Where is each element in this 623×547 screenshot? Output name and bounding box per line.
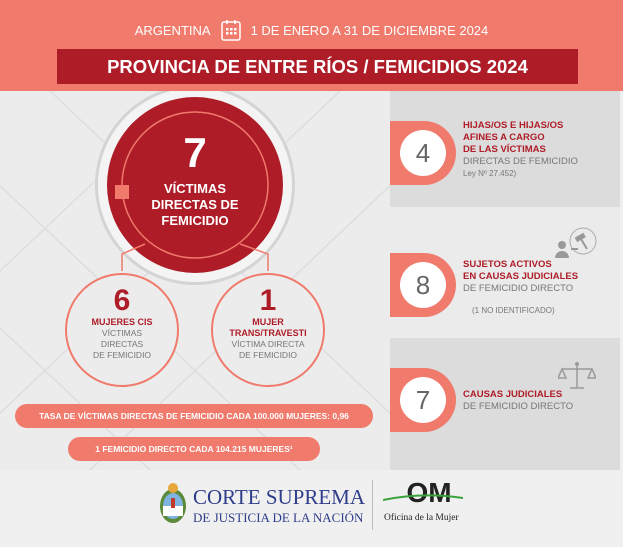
accused-desc: DE FEMICIDIO DIRECTO [463,283,574,294]
total-victims: 7 VÍCTIMAS DIRECTAS DE FEMICIDIO [107,131,283,229]
accused-section: 8 SUJETOS ACTIVOS EN CAUSAS JUDICIALES D… [390,207,620,338]
children-desc: DIRECTAS DE FEMICIDIO [463,156,578,167]
cis-desc: DE FEMICIDIO [92,350,152,360]
org-subname: DE JUSTICIA DE LA NACIÓN [193,510,364,525]
total-value: 7 [183,129,207,176]
cases-desc: DE FEMICIDIO DIRECTO [463,401,574,412]
trans-label: TRANS/TRAVESTI [229,328,307,338]
cases-badge: 7 [390,368,456,432]
cases-section: 7 CAUSAS JUDICIALES DE FEMICIDIO DIRECTO [390,338,620,470]
judge-gavel-icon [555,227,597,258]
country: ARGENTINA [134,22,211,38]
rate-pill: TASA DE VÍCTIMAS DIRECTAS DE FEMICIDIO C… [15,404,373,428]
children-label: HIJAS/OS E HIJAS/OS [463,120,564,131]
trans-value: 1 [259,284,277,317]
calendar-icon [220,20,241,41]
accent-square [115,185,129,199]
total-label: VÍCTIMAS DIRECTAS DE FEMICIDIO [151,181,239,228]
argentina-coat-of-arms-logo [160,483,186,523]
children-law: Ley Nº 27.452) [463,169,517,178]
trans-circle: 1 MUJER TRANS/TRAVESTI VÍCTIMA DIRECTA D… [211,273,325,387]
children-value: 4 [400,130,446,176]
accused-badge: 8 [390,253,456,317]
om-logo: OM [406,477,452,508]
cases-value: 7 [400,377,446,423]
trans-desc: VÍCTIMA DIRECTA [231,339,305,349]
cis-desc: VÍCTIMAS [101,328,143,338]
children-label: DE LAS VÍCTIMAS [463,144,546,155]
trans-desc: DE FEMICIDIO [238,350,298,360]
ratio-pill: 1 FEMICIDIO DIRECTO CADA 104.215 MUJERES… [68,437,320,461]
main-panel: 7 VÍCTIMAS DIRECTAS DE FEMICIDIO 6 MUJER… [0,91,390,470]
cis-desc: DIRECTAS [100,339,144,349]
header-subtitle: ARGENTINA 1 DE ENERO A 31 DE DICIEMBRE 2… [0,19,623,41]
children-section: 4 HIJAS/OS E HIJAS/OS AFINES A CARGO DE … [390,91,620,207]
org-name: CORTE SUPREMA [193,485,366,509]
page-title: PROVINCIA DE ENTRE RÍOS / FEMICIDIOS 202… [57,49,578,84]
cis-label: MUJERES CIS [91,317,153,327]
side-panel: 4 HIJAS/OS E HIJAS/OS AFINES A CARGO DE … [390,91,620,470]
accused-label: SUJETOS ACTIVOS [463,259,552,270]
children-badge: 4 [390,121,456,185]
trans-label: MUJER [252,317,284,327]
accused-label: EN CAUSAS JUDICIALES [463,271,579,282]
accused-value: 8 [400,262,446,308]
cis-circle: 6 MUJERES CIS VÍCTIMAS DIRECTAS DE FEMIC… [65,273,179,387]
period: 1 DE ENERO A 31 DE DICIEMBRE 2024 [250,22,489,38]
scales-icon [558,362,596,389]
children-label: AFINES A CARGO [463,132,545,143]
om-logo-wave [383,494,463,501]
om-name: Oficina de la Mujer [384,513,459,523]
divider [372,480,373,530]
footer: CORTE SUPREMA DE JUSTICIA DE LA NACIÓN O… [0,470,623,547]
cases-label: CAUSAS JUDICIALES [463,389,563,400]
accused-note: (1 NO IDENTIFICADO) [472,306,555,315]
cis-value: 6 [113,284,131,317]
